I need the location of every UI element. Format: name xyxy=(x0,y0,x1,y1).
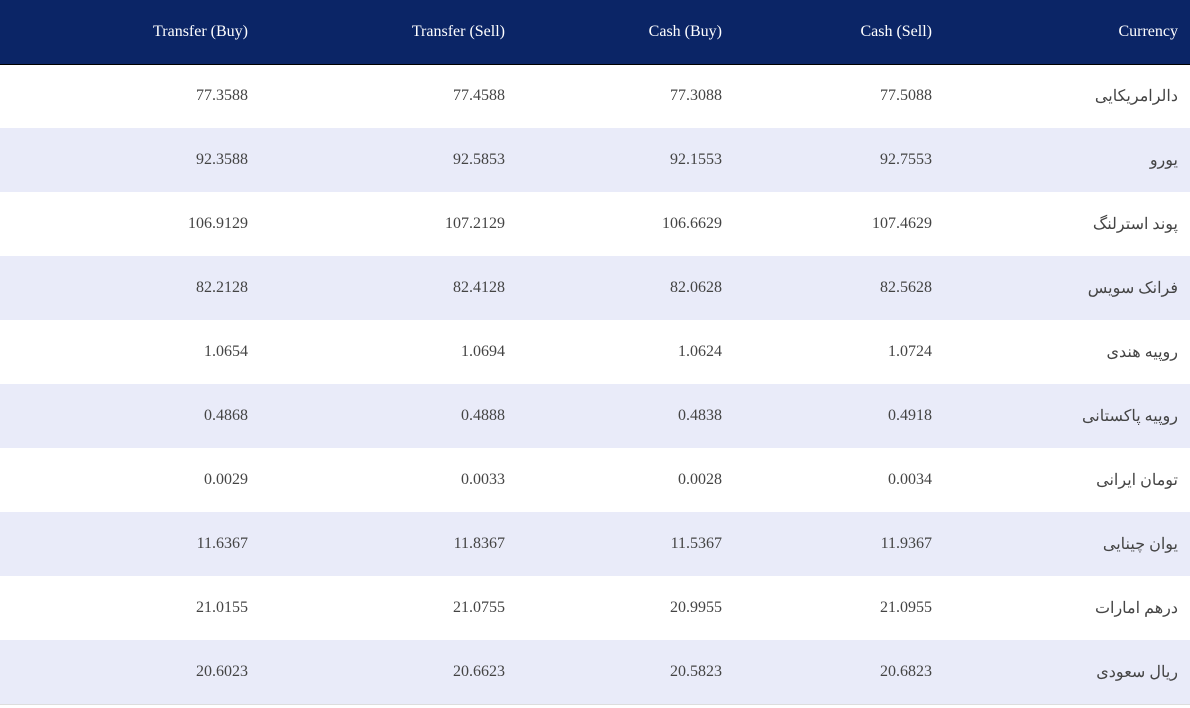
rate-row: تومان ایرانی 0.0034 0.0028 0.0033 0.0029 xyxy=(0,448,1190,512)
rate-row: ریال سعودی 20.6823 20.5823 20.6623 20.6023 xyxy=(0,640,1190,705)
rate-cell: 11.9367 xyxy=(734,512,944,576)
column-header: Cash (Buy) xyxy=(517,0,734,65)
rate-row: دالرامریکایی 77.5088 77.3088 77.4588 77.3588 xyxy=(0,64,1190,128)
header-row: Currency Cash (Sell) Cash (Buy) Transfer (S… xyxy=(0,0,1190,65)
rate-cell: 0.4918 xyxy=(734,384,944,448)
rate-row: فرانک سویس 82.5628 82.0628 82.4128 82.2128 xyxy=(0,256,1190,320)
rate-cell: 21.0155 xyxy=(196,599,248,616)
rate-cell: 0.0033 xyxy=(461,471,505,488)
rate-cell: 0.0028 xyxy=(678,471,722,488)
rate-cell: 20.9955 xyxy=(670,599,722,616)
rate-row: پوند استرلنگ 107.4629 106.6629 107.2129 106.… xyxy=(0,192,1190,256)
rate-cell: 77.3588 xyxy=(196,87,248,105)
rate-cell: 1.0624 xyxy=(678,343,722,360)
rate-cell: 20.6023 xyxy=(0,640,260,705)
rate-cell: 77.3088 xyxy=(670,87,722,105)
currency-name: ریال سعودی xyxy=(944,640,1190,705)
column-header: Transfer (Sell) xyxy=(260,0,517,65)
rate-cell: 92.1553 xyxy=(517,128,734,192)
rate-cell: 11.6367 xyxy=(0,512,260,576)
rate-cell: 92.7553 xyxy=(734,128,944,192)
column-header: Cash (Sell) xyxy=(734,0,944,65)
rate-cell: 77.5088 xyxy=(880,87,932,105)
rate-row: یورو 92.7553 92.1553 92.5853 92.3588 xyxy=(0,128,1190,192)
rate-cell: 82.4128 xyxy=(260,256,517,320)
rate-cell: 0.0029 xyxy=(204,471,248,488)
currency-name: درهم امارات xyxy=(1094,600,1178,617)
rate-cell: 92.5853 xyxy=(260,128,517,192)
currency-name: یوان چینایی xyxy=(944,512,1190,576)
rate-cell: 0.0034 xyxy=(888,471,932,488)
rate-cell: 77.4588 xyxy=(453,87,505,105)
rate-cell: 20.6823 xyxy=(734,640,944,705)
rate-cell: 1.0694 xyxy=(461,343,505,360)
currency-name: روپیه پاکستانی xyxy=(944,384,1190,448)
column-header: Transfer (Buy) xyxy=(0,0,260,65)
currency-name: تومان ایرانی xyxy=(1096,472,1178,489)
currency-name: یورو xyxy=(944,128,1190,192)
rate-cell: 20.5823 xyxy=(517,640,734,705)
rate-cell: 106.9129 xyxy=(188,215,248,232)
rate-row: درهم امارات 21.0955 20.9955 21.0755 21.0155 xyxy=(0,576,1190,640)
rate-cell: 0.4888 xyxy=(260,384,517,448)
rate-row: روپیه هندی 1.0724 1.0624 1.0694 1.0654 xyxy=(0,320,1190,384)
table-body: دالرامریکایی 77.5088 77.3088 77.4588 77.3588… xyxy=(0,64,1190,705)
rate-cell: 82.0628 xyxy=(517,256,734,320)
rate-cell: 106.6629 xyxy=(662,215,722,232)
currency-name: روپیه هندی xyxy=(1106,344,1179,361)
rate-cell: 92.3588 xyxy=(0,128,260,192)
rate-cell: 107.2129 xyxy=(445,215,505,232)
rate-row: روپیه پاکستانی 0.4918 0.4838 0.4888 0.4868 xyxy=(0,384,1190,448)
rate-cell: 0.4838 xyxy=(517,384,734,448)
rate-cell: 21.0955 xyxy=(880,599,932,616)
rate-cell: 20.6623 xyxy=(260,640,517,705)
rate-cell: 1.0724 xyxy=(888,343,932,360)
rate-cell: 11.8367 xyxy=(260,512,517,576)
rate-cell: 82.2128 xyxy=(0,256,260,320)
rate-cell: 82.5628 xyxy=(734,256,944,320)
currency-name: پوند استرلنگ xyxy=(1092,216,1178,233)
currency-name: دالرامریکایی xyxy=(1094,88,1178,106)
rate-cell: 107.4629 xyxy=(872,215,932,232)
currency-name: فرانک سویس xyxy=(944,256,1190,320)
column-header: Currency xyxy=(944,0,1190,65)
rate-cell: 11.5367 xyxy=(517,512,734,576)
rate-row: یوان چینایی 11.9367 11.5367 11.8367 11.6367 xyxy=(0,512,1190,576)
rate-cell: 21.0755 xyxy=(453,599,505,616)
rate-cell: 1.0654 xyxy=(204,343,248,360)
rate-cell: 0.4868 xyxy=(0,384,260,448)
